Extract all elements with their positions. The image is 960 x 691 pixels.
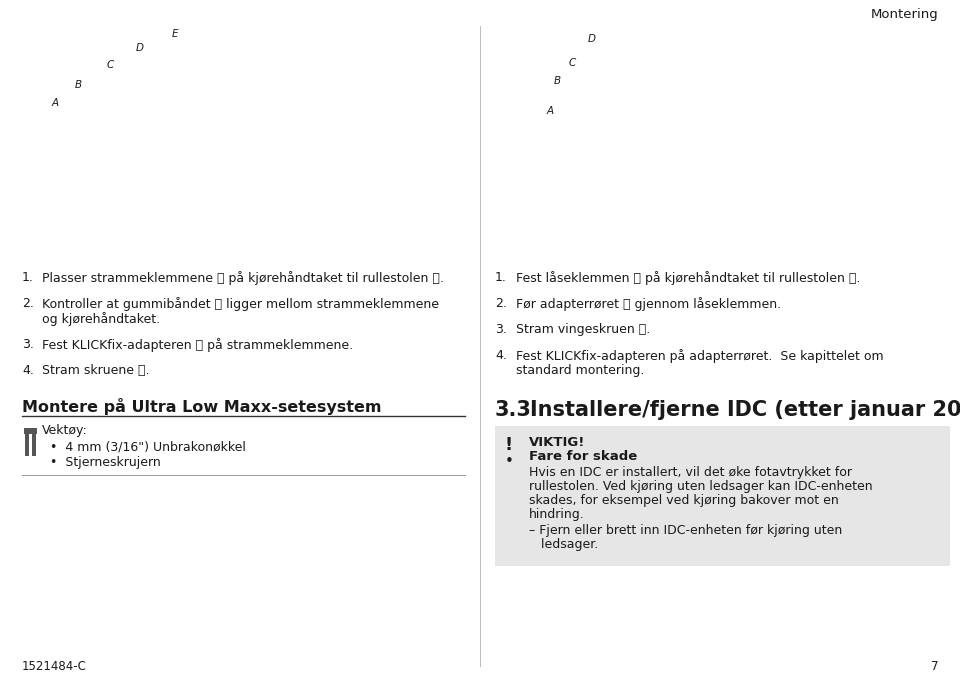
Text: C: C (568, 58, 576, 68)
Text: og kjørehåndtaket.: og kjørehåndtaket. (42, 312, 160, 326)
Text: Fest låseklemmen Ⓑ på kjørehåndtaket til rullestolen Ⓐ.: Fest låseklemmen Ⓑ på kjørehåndtaket til… (516, 271, 860, 285)
Text: D: D (136, 43, 144, 53)
Text: C: C (107, 60, 113, 70)
Text: A: A (52, 98, 59, 108)
Text: D: D (588, 34, 596, 44)
FancyBboxPatch shape (24, 428, 37, 434)
Text: E: E (172, 29, 179, 39)
Text: •  4 mm (3/16") Unbrakonøkkel: • 4 mm (3/16") Unbrakonøkkel (50, 441, 246, 454)
Text: Fest KLICKfix-adapteren på adapterrøret.  Se kapittelet om: Fest KLICKfix-adapteren på adapterrøret.… (516, 349, 883, 363)
FancyBboxPatch shape (32, 428, 36, 456)
Text: skades, for eksempel ved kjøring bakover mot en: skades, for eksempel ved kjøring bakover… (529, 494, 839, 507)
Text: B: B (75, 80, 82, 90)
Text: Før adapterrøret Ⓓ gjennom låseklemmen.: Før adapterrøret Ⓓ gjennom låseklemmen. (516, 297, 781, 311)
Text: •: • (505, 454, 514, 469)
Text: 1.: 1. (22, 271, 34, 284)
Text: Kontroller at gummibåndet Ⓒ ligger mellom strammeklemmene: Kontroller at gummibåndet Ⓒ ligger mello… (42, 297, 439, 311)
Text: 4.: 4. (495, 349, 507, 362)
Text: 2.: 2. (495, 297, 507, 310)
Text: A: A (546, 106, 554, 116)
Text: rullestolen. Ved kjøring uten ledsager kan IDC-enheten: rullestolen. Ved kjøring uten ledsager k… (529, 480, 873, 493)
FancyBboxPatch shape (25, 428, 29, 456)
Text: 3.: 3. (22, 338, 34, 351)
Text: ledsager.: ledsager. (529, 538, 598, 551)
Text: Fest KLICKfix-adapteren Ⓓ på strammeklemmene.: Fest KLICKfix-adapteren Ⓓ på strammeklem… (42, 338, 353, 352)
Text: 1.: 1. (495, 271, 507, 284)
Text: hindring.: hindring. (529, 508, 585, 521)
Text: 3.3: 3.3 (495, 400, 532, 420)
Text: B: B (553, 76, 561, 86)
Text: Vektøy:: Vektøy: (42, 424, 87, 437)
Text: Stram skruene Ⓔ.: Stram skruene Ⓔ. (42, 364, 150, 377)
Text: Montere på Ultra Low Maxx-setesystem: Montere på Ultra Low Maxx-setesystem (22, 398, 381, 415)
Text: Installere/fjerne IDC (etter januar 2016): Installere/fjerne IDC (etter januar 2016… (530, 400, 960, 420)
Text: Hvis en IDC er installert, vil det øke fotavtrykket for: Hvis en IDC er installert, vil det øke f… (529, 466, 852, 479)
Text: 2.: 2. (22, 297, 34, 310)
Text: Montering: Montering (871, 8, 938, 21)
Text: 1521484-C: 1521484-C (22, 660, 86, 673)
Text: Plasser strammeklemmene Ⓐ på kjørehåndtaket til rullestolen Ⓑ.: Plasser strammeklemmene Ⓐ på kjørehåndta… (42, 271, 444, 285)
FancyBboxPatch shape (495, 426, 950, 566)
Text: 3.: 3. (495, 323, 507, 336)
Text: standard montering.: standard montering. (516, 364, 644, 377)
Text: Fare for skade: Fare for skade (529, 450, 637, 463)
Text: •  Stjerneskrujern: • Stjerneskrujern (50, 456, 160, 469)
Text: 7: 7 (930, 660, 938, 673)
Text: Stram vingeskruen Ⓒ.: Stram vingeskruen Ⓒ. (516, 323, 650, 336)
Text: – Fjern eller brett inn IDC-enheten før kjøring uten: – Fjern eller brett inn IDC-enheten før … (529, 524, 842, 537)
Text: 4.: 4. (22, 364, 34, 377)
Text: !: ! (505, 436, 513, 454)
Text: VIKTIG!: VIKTIG! (529, 436, 586, 449)
